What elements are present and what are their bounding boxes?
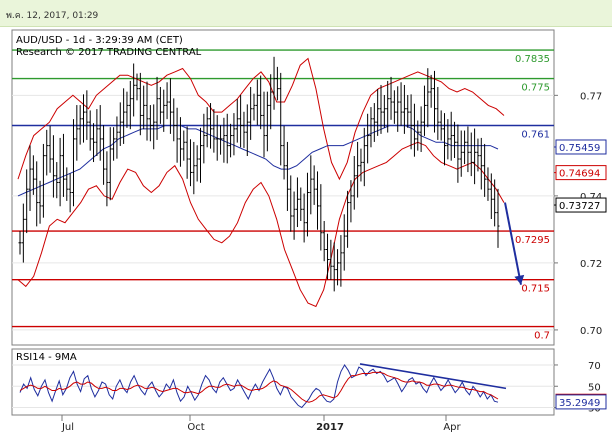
rsi-badges: 35.932135.2949 bbox=[555, 393, 607, 410]
rsi-badge bbox=[555, 394, 607, 410]
price-badge-label: 0.75459 bbox=[559, 143, 600, 154]
price-panel bbox=[11, 29, 555, 346]
y-tick-label: 0.72 bbox=[580, 259, 602, 270]
forecast-arrow bbox=[504, 202, 525, 285]
time-axis: Jul Oct 2017 Apr bbox=[61, 415, 462, 433]
y-tick-label: 0.74 bbox=[580, 192, 602, 203]
price-grid bbox=[12, 94, 554, 331]
timestamp: พ.ค. 12, 2017, 01:29 bbox=[6, 11, 99, 21]
forecast-arrow-shaft bbox=[504, 202, 522, 285]
x-tick-label: Apr bbox=[443, 422, 461, 433]
price-candles bbox=[18, 56, 500, 292]
level-label: 0.7 bbox=[534, 331, 550, 342]
bollinger-bands bbox=[17, 57, 505, 308]
x-tick-label: Jul bbox=[61, 422, 74, 433]
price-badge-label: 0.73727 bbox=[559, 201, 600, 212]
forecast-arrow-head bbox=[514, 274, 525, 285]
y-tick-label: 0.70 bbox=[580, 326, 602, 337]
level-label: 0.7295 bbox=[515, 235, 550, 246]
header-bar: พ.ค. 12, 2017, 01:29 bbox=[0, 0, 612, 27]
price-axis: 0.77 0.74 0.72 0.70 bbox=[554, 91, 602, 337]
rsi-title: RSI14 - 9MA bbox=[16, 352, 77, 363]
bb-lower-line bbox=[17, 141, 505, 308]
bb-upper-line bbox=[17, 57, 505, 181]
price-badges: 0.75459 0.74694 0.73727 bbox=[554, 139, 607, 213]
support-resistance-levels: 0.7835 0.775 0.761 0.7295 0.715 0.7 bbox=[12, 49, 554, 342]
rsi-y-tick-label: 70 bbox=[588, 361, 601, 372]
chart-title: AUD/USD - 1d - 3:29:39 AM (CET) bbox=[16, 35, 183, 46]
rsi-trendline bbox=[359, 363, 507, 390]
rsi-line bbox=[19, 364, 499, 409]
level-label: 0.761 bbox=[521, 130, 550, 141]
x-tick-label: Oct bbox=[187, 422, 204, 433]
rsi-badge-label: 35.2949 bbox=[559, 398, 600, 409]
y-tick-label: 0.77 bbox=[580, 91, 602, 102]
price-badge-label: 0.74694 bbox=[559, 169, 600, 180]
level-label: 0.7835 bbox=[515, 54, 550, 65]
level-label: 0.715 bbox=[521, 284, 550, 295]
chart-subtitle: Research © 2017 TRADING CENTRAL bbox=[16, 47, 202, 58]
x-tick-label: 2017 bbox=[316, 422, 344, 433]
level-label: 0.775 bbox=[521, 83, 550, 94]
rsi-ma-line bbox=[19, 371, 499, 403]
rsi-lines bbox=[19, 363, 507, 409]
rsi-y-tick-label: 50 bbox=[588, 382, 601, 393]
